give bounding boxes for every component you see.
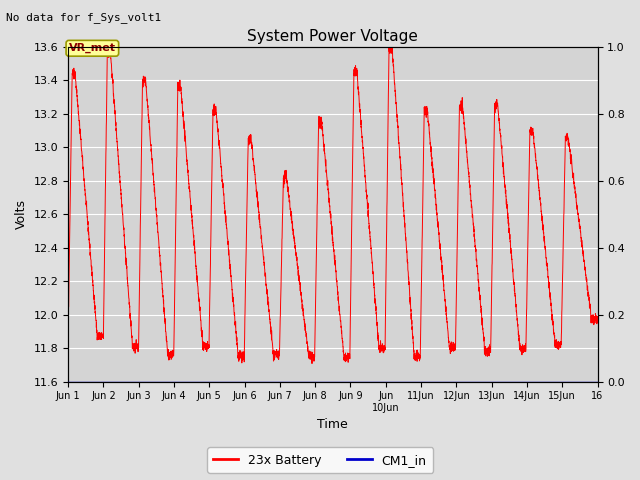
Y-axis label: Volts: Volts bbox=[15, 199, 28, 229]
Legend: 23x Battery, CM1_in: 23x Battery, CM1_in bbox=[207, 447, 433, 473]
Text: No data for f_Sys_volt1: No data for f_Sys_volt1 bbox=[6, 12, 162, 23]
Title: System Power Voltage: System Power Voltage bbox=[248, 29, 419, 44]
X-axis label: Time: Time bbox=[317, 419, 348, 432]
Text: VR_met: VR_met bbox=[69, 43, 116, 53]
